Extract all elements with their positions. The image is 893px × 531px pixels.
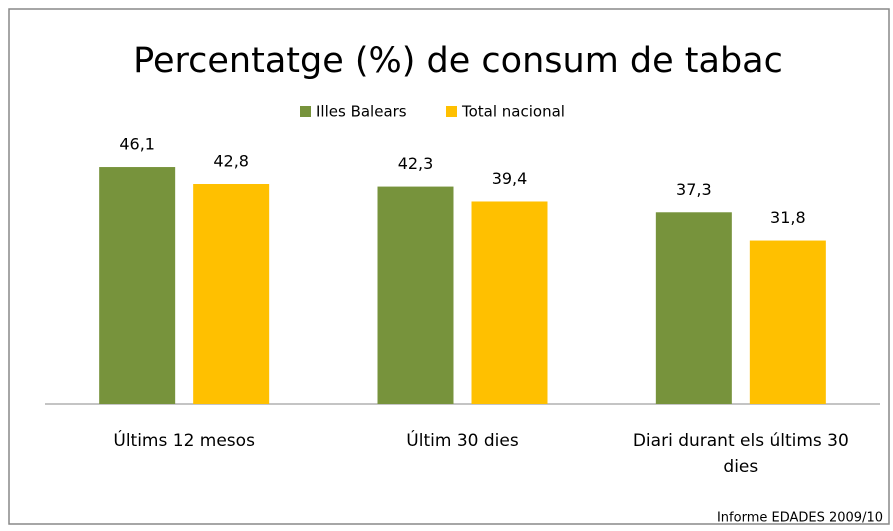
data-label: 39,4 bbox=[492, 169, 528, 188]
bar bbox=[193, 184, 270, 404]
legend-label: Illes Balears bbox=[316, 103, 407, 121]
bar bbox=[377, 186, 454, 404]
x-tick-label: Últims 12 mesos bbox=[113, 431, 255, 451]
bar bbox=[655, 212, 732, 404]
legend-swatch bbox=[300, 106, 311, 117]
data-label: 42,8 bbox=[213, 152, 249, 171]
bar bbox=[471, 201, 548, 404]
chart-title: Percentatge (%) de consum de tabac bbox=[133, 41, 783, 81]
data-label: 37,3 bbox=[676, 180, 712, 199]
legend-label: Total nacional bbox=[461, 103, 565, 121]
bar bbox=[749, 240, 826, 404]
source-note: Informe EDADES 2009/10 bbox=[717, 511, 883, 526]
legend-swatch bbox=[446, 106, 457, 117]
data-label: 31,8 bbox=[770, 208, 806, 227]
x-tick-label: Diari durant els últims 30 dies bbox=[632, 431, 849, 477]
x-tick-label: Últim 30 dies bbox=[406, 431, 519, 451]
data-label: 46,1 bbox=[119, 135, 155, 154]
data-label: 42,3 bbox=[398, 154, 434, 173]
bar bbox=[99, 167, 176, 404]
